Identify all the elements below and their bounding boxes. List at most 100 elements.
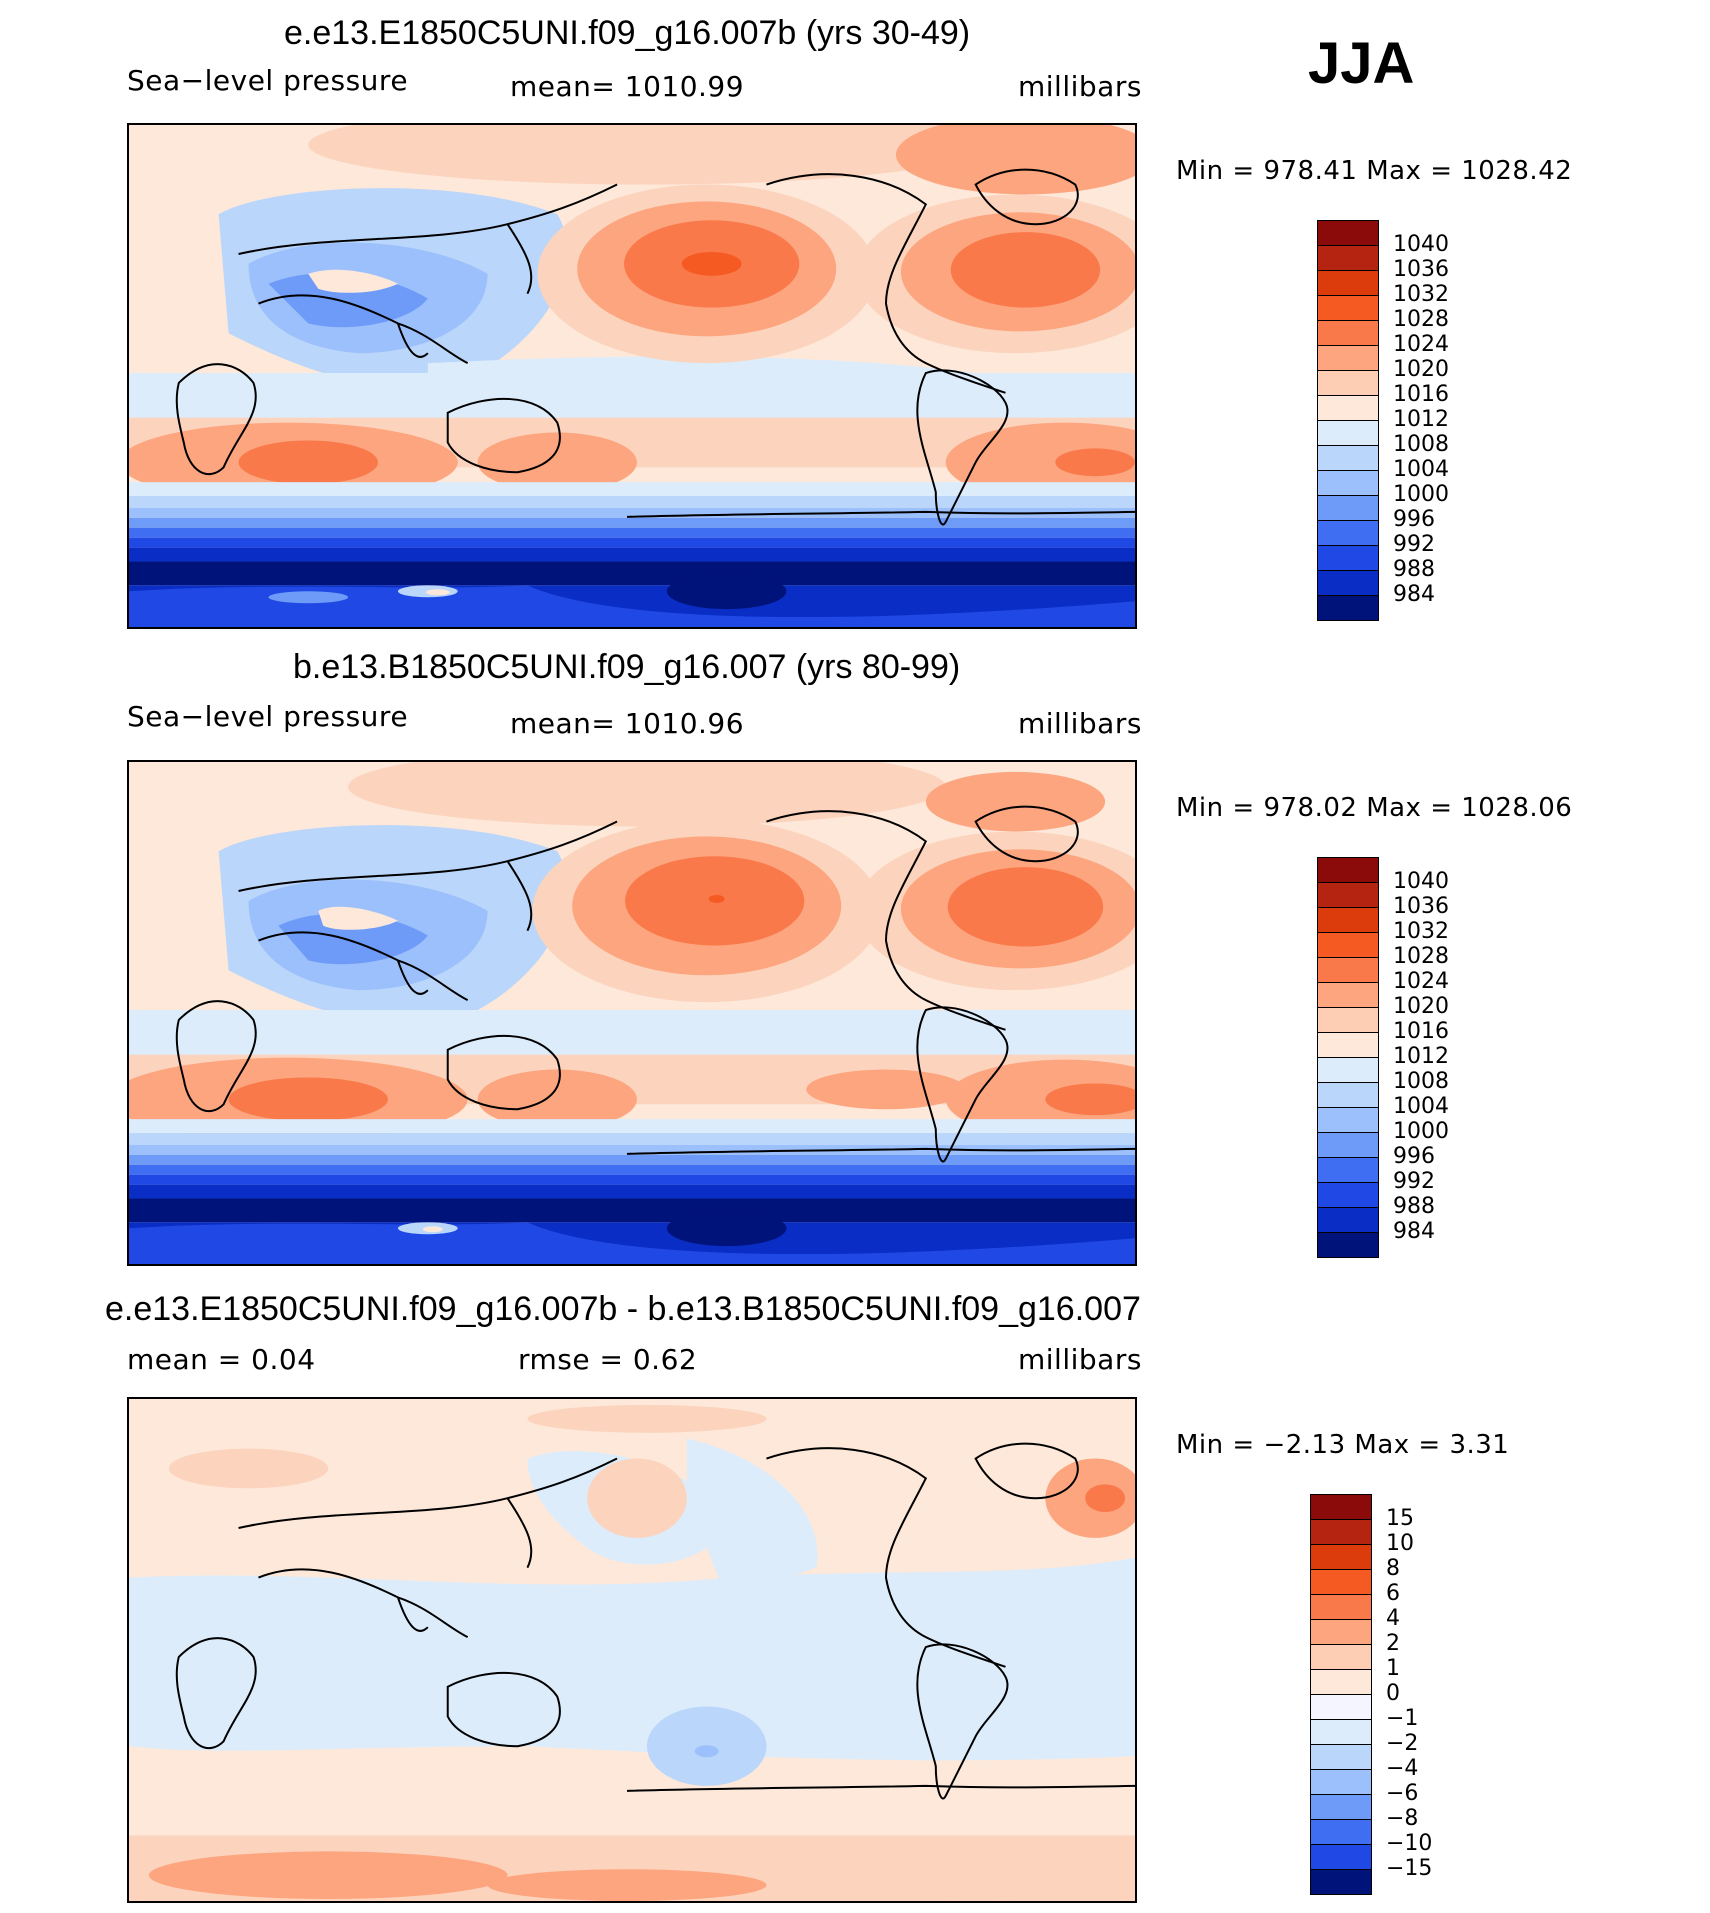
colorbar-tick-label: 1040 xyxy=(1393,869,1449,894)
colorbar-swatch xyxy=(1317,545,1379,571)
panel1-minmax: Min = 978.41 Max = 1028.42 xyxy=(1176,156,1573,186)
colorbar-swatch xyxy=(1310,1569,1372,1595)
panel2-colorbar: 1040 1036 1032 1028 1024 1020 1016 1012 1008 1004… xyxy=(1317,857,1449,1258)
colorbar-swatch xyxy=(1317,295,1379,321)
colorbar-swatch xyxy=(1310,1694,1372,1720)
panel3-map xyxy=(127,1397,1137,1903)
colorbar-swatch xyxy=(1310,1769,1372,1795)
colorbar-tick-label: 1012 xyxy=(1393,407,1449,432)
colorbar-swatch xyxy=(1310,1819,1372,1845)
panel1-colorbar: 1040 1036 1032 1028 1024 1020 1016 1012 1008 1004… xyxy=(1317,220,1449,621)
colorbar-tick-label: −15 xyxy=(1386,1856,1433,1881)
colorbar-swatch xyxy=(1310,1594,1372,1620)
colorbar-swatch xyxy=(1317,370,1379,396)
colorbar-tick-label: 10 xyxy=(1386,1531,1414,1556)
panel1-mean-label: mean= 1010.99 xyxy=(510,70,745,103)
colorbar-swatch xyxy=(1317,1232,1379,1258)
colorbar-tick-label: 1008 xyxy=(1393,432,1449,457)
colorbar-swatch xyxy=(1317,1082,1379,1108)
colorbar-tick-label: 988 xyxy=(1393,1194,1435,1219)
colorbar-swatch xyxy=(1317,857,1379,883)
colorbar-tick-label: 984 xyxy=(1393,582,1435,607)
colorbar-tick-label: 984 xyxy=(1393,1219,1435,1244)
panel1-map xyxy=(127,123,1137,629)
colorbar-swatch xyxy=(1317,1132,1379,1158)
colorbar-swatch xyxy=(1317,320,1379,346)
colorbar-tick-label: 1012 xyxy=(1393,1044,1449,1069)
colorbar-tick-label: 988 xyxy=(1393,557,1435,582)
colorbar-tick-label: 992 xyxy=(1393,532,1435,557)
colorbar-swatch xyxy=(1317,1107,1379,1133)
colorbar-swatch xyxy=(1310,1494,1372,1520)
colorbar-swatch xyxy=(1317,882,1379,908)
colorbar-tick-label: 6 xyxy=(1386,1581,1400,1606)
colorbar-swatch xyxy=(1317,520,1379,546)
panel1-units-label: millibars xyxy=(1018,70,1142,103)
panel3-mean-label: mean = 0.04 xyxy=(127,1343,316,1376)
colorbar-tick-label: −10 xyxy=(1386,1831,1433,1856)
colorbar-tick-label: 1024 xyxy=(1393,332,1449,357)
colorbar-tick-label: 1036 xyxy=(1393,257,1449,282)
colorbar-swatch xyxy=(1317,395,1379,421)
colorbar-tick-label: 992 xyxy=(1393,1169,1435,1194)
panel2-units-label: millibars xyxy=(1018,707,1142,740)
colorbar-tick-label: 15 xyxy=(1386,1506,1414,1531)
season-label: JJA xyxy=(1308,31,1415,96)
colorbar-swatch xyxy=(1310,1744,1372,1770)
colorbar-swatch xyxy=(1317,932,1379,958)
colorbar-tick-label: 996 xyxy=(1393,1144,1435,1169)
colorbar-tick-label: 8 xyxy=(1386,1556,1400,1581)
colorbar-tick-label: 1024 xyxy=(1393,969,1449,994)
panel3-minmax: Min = −2.13 Max = 3.31 xyxy=(1176,1430,1510,1460)
colorbar-tick-label: 1008 xyxy=(1393,1069,1449,1094)
colorbar-swatch xyxy=(1317,1157,1379,1183)
colorbar-tick-label: 1036 xyxy=(1393,894,1449,919)
colorbar-tick-label: 1 xyxy=(1386,1656,1400,1681)
colorbar-swatch xyxy=(1317,345,1379,371)
colorbar-swatch xyxy=(1310,1519,1372,1545)
colorbar-swatch xyxy=(1317,1007,1379,1033)
colorbar-tick-label: 1020 xyxy=(1393,357,1449,382)
colorbar-swatch xyxy=(1317,1057,1379,1083)
panel2-variable-label: Sea−level pressure xyxy=(127,700,409,733)
colorbar-tick-label: 1016 xyxy=(1393,1019,1449,1044)
colorbar-tick-label: −8 xyxy=(1386,1806,1419,1831)
colorbar-swatch xyxy=(1310,1719,1372,1745)
colorbar-tick-label: 1020 xyxy=(1393,994,1449,1019)
colorbar-tick-label: −1 xyxy=(1386,1706,1419,1731)
panel3-colorbar: 15 10 8 6 4 2 1 0 −1 −2 −4 −6 −8 −10 −15 xyxy=(1310,1494,1432,1895)
colorbar-tick-label: −6 xyxy=(1386,1781,1419,1806)
colorbar-swatch xyxy=(1310,1669,1372,1695)
colorbar-swatch xyxy=(1317,445,1379,471)
colorbar-tick-label: 1040 xyxy=(1393,232,1449,257)
colorbar-swatch xyxy=(1317,470,1379,496)
colorbar-swatch xyxy=(1310,1844,1372,1870)
colorbar-swatch xyxy=(1310,1619,1372,1645)
colorbar-swatch xyxy=(1317,1207,1379,1233)
colorbar-tick-label: −2 xyxy=(1386,1731,1419,1756)
colorbar-tick-label: 1016 xyxy=(1393,382,1449,407)
colorbar-swatch xyxy=(1317,270,1379,296)
colorbar-swatch xyxy=(1310,1644,1372,1670)
colorbar-swatch xyxy=(1317,420,1379,446)
panel2-map xyxy=(127,760,1137,1266)
panel2-title: b.e13.B1850C5UNI.f09_g16.007 (yrs 80-99) xyxy=(293,648,961,686)
colorbar-tick-label: 1004 xyxy=(1393,1094,1449,1119)
panel3-title: e.e13.E1850C5UNI.f09_g16.007b - b.e13.B1… xyxy=(105,1290,1141,1328)
colorbar-tick-label: 0 xyxy=(1386,1681,1400,1706)
colorbar-swatch xyxy=(1310,1544,1372,1570)
colorbar-swatch xyxy=(1317,245,1379,271)
colorbar-tick-label: 1000 xyxy=(1393,482,1449,507)
colorbar-swatch xyxy=(1317,907,1379,933)
colorbar-tick-label: 1000 xyxy=(1393,1119,1449,1144)
colorbar-tick-label: 2 xyxy=(1386,1631,1400,1656)
colorbar-swatch xyxy=(1317,1032,1379,1058)
colorbar-tick-label: 1004 xyxy=(1393,457,1449,482)
colorbar-tick-label: −4 xyxy=(1386,1756,1419,1781)
colorbar-tick-label: 1028 xyxy=(1393,307,1449,332)
colorbar-swatch xyxy=(1310,1794,1372,1820)
colorbar-tick-label: 1028 xyxy=(1393,944,1449,969)
panel2-minmax: Min = 978.02 Max = 1028.06 xyxy=(1176,793,1573,823)
colorbar-swatch xyxy=(1317,570,1379,596)
panel1-variable-label: Sea−level pressure xyxy=(127,64,409,97)
